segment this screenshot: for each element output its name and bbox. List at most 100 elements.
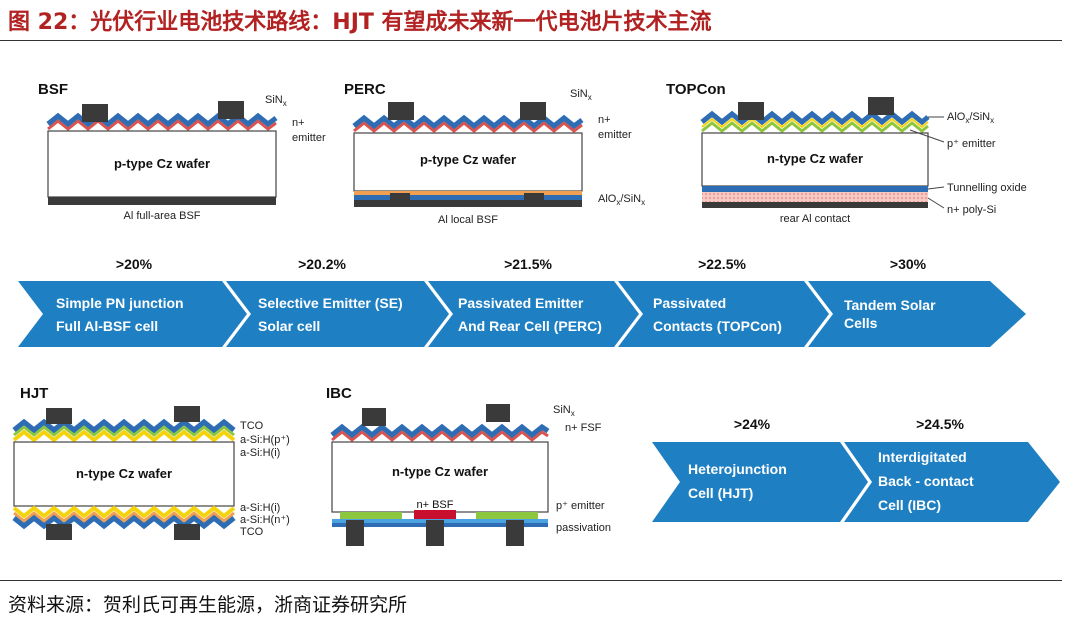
stage-4-line1: Passivated bbox=[653, 295, 726, 311]
perc-sinx-label: SiNx bbox=[570, 88, 592, 102]
perc-alox-layer bbox=[354, 191, 582, 195]
stage-1-line1: Simple PN junction bbox=[56, 295, 184, 311]
stage-1-line2: Full Al-BSF cell bbox=[56, 318, 158, 334]
hjt-label: HJT bbox=[20, 385, 48, 402]
ibc-pemitter-1 bbox=[340, 512, 402, 519]
hjt-asi-i-bot-label: a-Si:H(i) bbox=[240, 502, 280, 514]
topcon-tunnel-leader bbox=[927, 186, 945, 190]
hjt-tco-bot-label: TCO bbox=[240, 526, 264, 538]
hjt-rear-contact-2 bbox=[174, 524, 200, 540]
hjt-asi-n-label: a-Si:H(n⁺) bbox=[240, 514, 290, 526]
topcon-yellow-layer bbox=[701, 117, 929, 129]
efficiency-se: >20.2% bbox=[298, 256, 346, 272]
perc-front-contact-2 bbox=[520, 102, 546, 120]
source-divider bbox=[0, 580, 1062, 581]
ibc-rear-contact-2 bbox=[426, 520, 444, 546]
stage-2-line2: Solar cell bbox=[258, 318, 320, 334]
source-note: 资料来源：贺利氏可再生能源，浙商证券研究所 bbox=[8, 594, 408, 616]
title-divider bbox=[0, 40, 1062, 41]
topcon-label: TOPCon bbox=[666, 81, 726, 98]
perc-local-contact-2 bbox=[524, 193, 544, 207]
perc-emitter-label: emitter bbox=[598, 129, 632, 141]
perc-rear-al bbox=[354, 200, 582, 207]
hjt-front-contact-1 bbox=[46, 408, 72, 424]
stage-4-line2: Contacts (TOPCon) bbox=[653, 318, 782, 334]
ibc-stage-line3: Cell (IBC) bbox=[878, 497, 941, 513]
hjt-stage-line2: Cell (HJT) bbox=[688, 485, 753, 501]
hjt-tco-top-label: TCO bbox=[240, 420, 264, 432]
hjt-wafer bbox=[13, 441, 235, 507]
topcon-front-contact-1 bbox=[738, 102, 764, 120]
perc-cell-diagram: PERC p-type Cz wafer SiNx n+ emitter AlO… bbox=[344, 81, 645, 226]
efficiency-tandem: >30% bbox=[890, 256, 927, 272]
perc-nplus-label: n+ bbox=[598, 114, 611, 126]
hjt-cell-diagram: HJT n-type Cz wafer TCO a-Si:H(p⁺) a-Si:… bbox=[12, 385, 290, 540]
chevron-stage-3 bbox=[428, 281, 639, 347]
ibc-nbsf-label: n+ BSF bbox=[417, 499, 454, 511]
ibc-fsf-label: n+ FSF bbox=[565, 422, 602, 434]
topcon-poly-leader bbox=[927, 197, 945, 209]
efficiency-topcon: >22.5% bbox=[698, 256, 746, 272]
topcon-alox-layer bbox=[700, 110, 930, 126]
perc-label: PERC bbox=[344, 81, 386, 98]
topcon-tunnel-oxide bbox=[702, 186, 928, 192]
perc-alox-label: AlOx/SiNx bbox=[598, 193, 645, 207]
ibc-stage-line1: Interdigitated bbox=[878, 449, 967, 465]
perc-wafer bbox=[353, 132, 583, 192]
ibc-passivation-label: passivation bbox=[556, 522, 611, 534]
topcon-alox-label: AlOx/SiNx bbox=[947, 111, 994, 125]
ibc-front-contact-2 bbox=[486, 404, 510, 422]
bsf-emitter-layer bbox=[47, 119, 277, 131]
ibc-stage-line2: Back - contact bbox=[878, 473, 974, 489]
bsf-wafer bbox=[47, 130, 277, 198]
topcon-poly-si bbox=[702, 192, 928, 202]
chevron-stage-5 bbox=[808, 281, 1026, 347]
topcon-cell-diagram: TOPCon n-type Cz wafer AlOx/SiNx p⁺ emit… bbox=[666, 81, 1027, 225]
perc-wafer-label: p-type Cz wafer bbox=[420, 152, 516, 167]
bsf-wafer-label: p-type Cz wafer bbox=[114, 156, 210, 171]
hjt-rear-contact-1 bbox=[46, 524, 72, 540]
bsf-sinx-label: SiNx bbox=[265, 94, 287, 108]
perc-sinx-rear-layer bbox=[354, 195, 582, 200]
roadmap-bottom: >24% >24.5% Heterojunction Cell (HJT) In… bbox=[652, 416, 1060, 522]
hjt-front-contact-2 bbox=[174, 406, 200, 422]
topcon-pemitter-label: p⁺ emitter bbox=[947, 138, 996, 150]
topcon-rear-al bbox=[702, 202, 928, 208]
ibc-sinx-label: SiNx bbox=[553, 404, 575, 418]
topcon-bottom-label: rear Al contact bbox=[780, 213, 850, 225]
topcon-pemitter-leader bbox=[909, 129, 945, 143]
ibc-cell-diagram: IBC n-type Cz wafer n+ BSF SiNx n+ FSF p… bbox=[326, 385, 611, 546]
ibc-pemitter-label: p⁺ emitter bbox=[556, 500, 605, 512]
hjt-wafer-label: n-type Cz wafer bbox=[76, 466, 172, 481]
bsf-cell-diagram: BSF p-type Cz wafer SiNx n+ emitter Al f… bbox=[38, 81, 326, 222]
topcon-wafer-label: n-type Cz wafer bbox=[767, 151, 863, 166]
ibc-fsf-layer bbox=[331, 430, 549, 442]
stage-5-line2: Cells bbox=[844, 315, 878, 331]
topcon-wafer bbox=[701, 132, 929, 187]
stage-3-line1: Passivated Emitter bbox=[458, 295, 584, 311]
ibc-pemitter-2 bbox=[476, 512, 538, 519]
ibc-sinx-layer bbox=[330, 423, 550, 439]
bsf-emitter-label: emitter bbox=[292, 132, 326, 144]
topcon-front-contact-2 bbox=[868, 97, 894, 115]
hjt-tco-bot-layer bbox=[12, 514, 236, 530]
bsf-front-contact-2 bbox=[218, 101, 244, 119]
perc-emitter-layer bbox=[353, 121, 583, 133]
perc-front-contact-1 bbox=[388, 102, 414, 120]
bsf-nplus-label: n+ bbox=[292, 117, 305, 129]
chevron-stage-1 bbox=[18, 281, 247, 347]
topcon-pemitter-layer bbox=[701, 121, 929, 133]
chevron-ibc bbox=[844, 442, 1060, 522]
topcon-tunnel-label: Tunnelling oxide bbox=[947, 182, 1027, 194]
chevron-hjt bbox=[652, 442, 868, 522]
ibc-label: IBC bbox=[326, 385, 352, 402]
bsf-rear-al bbox=[48, 197, 276, 205]
stage-2-line1: Selective Emitter (SE) bbox=[258, 295, 403, 311]
ibc-rear-contact-3 bbox=[506, 520, 524, 546]
efficiency-bsf: >20% bbox=[116, 256, 153, 272]
hjt-asi-p-layer bbox=[13, 425, 235, 437]
efficiency-ibc: >24.5% bbox=[916, 416, 964, 432]
efficiency-hjt: >24% bbox=[734, 416, 771, 432]
efficiency-perc: >21.5% bbox=[504, 256, 552, 272]
hjt-asi-p-label: a-Si:H(p⁺) bbox=[240, 434, 290, 446]
